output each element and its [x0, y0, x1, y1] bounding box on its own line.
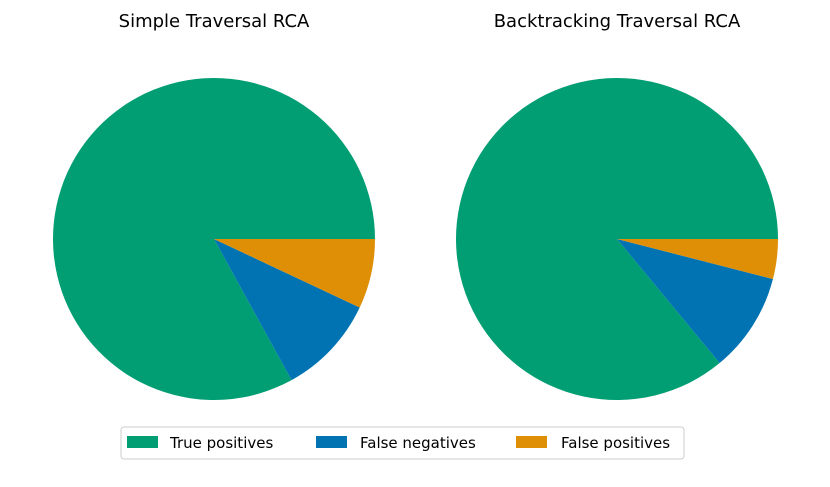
legend-frame [120, 426, 685, 460]
chart-title: Simple Traversal RCA [119, 11, 310, 32]
pie-slice-true-positives [455, 78, 778, 401]
legend-label-false-positives: False positives [561, 434, 670, 452]
pie-slice-true-positives [53, 78, 376, 401]
pie-slice-false-negatives [214, 239, 360, 381]
pie-slice-false-positives [617, 239, 778, 280]
chart-title: Backtracking Traversal RCA [494, 11, 741, 32]
pie-slices [53, 78, 376, 401]
backtracking-traversal-pie: Backtracking Traversal RCA [455, 11, 778, 401]
legend-swatch-true-positives [127, 436, 158, 448]
pie-slice-false-negatives [617, 239, 773, 364]
simple-traversal-pie: Simple Traversal RCA [53, 11, 376, 401]
legend-label-false-negatives: False negatives [360, 434, 476, 452]
pie-slices [455, 78, 778, 401]
legend-swatch-false-positives [516, 436, 547, 448]
legend-swatch-false-negatives [316, 436, 347, 448]
legend-label-true-positives: True positives [169, 434, 273, 452]
pie-slice-false-positives [214, 239, 375, 308]
legend: True positives False negatives False pos… [120, 426, 685, 460]
